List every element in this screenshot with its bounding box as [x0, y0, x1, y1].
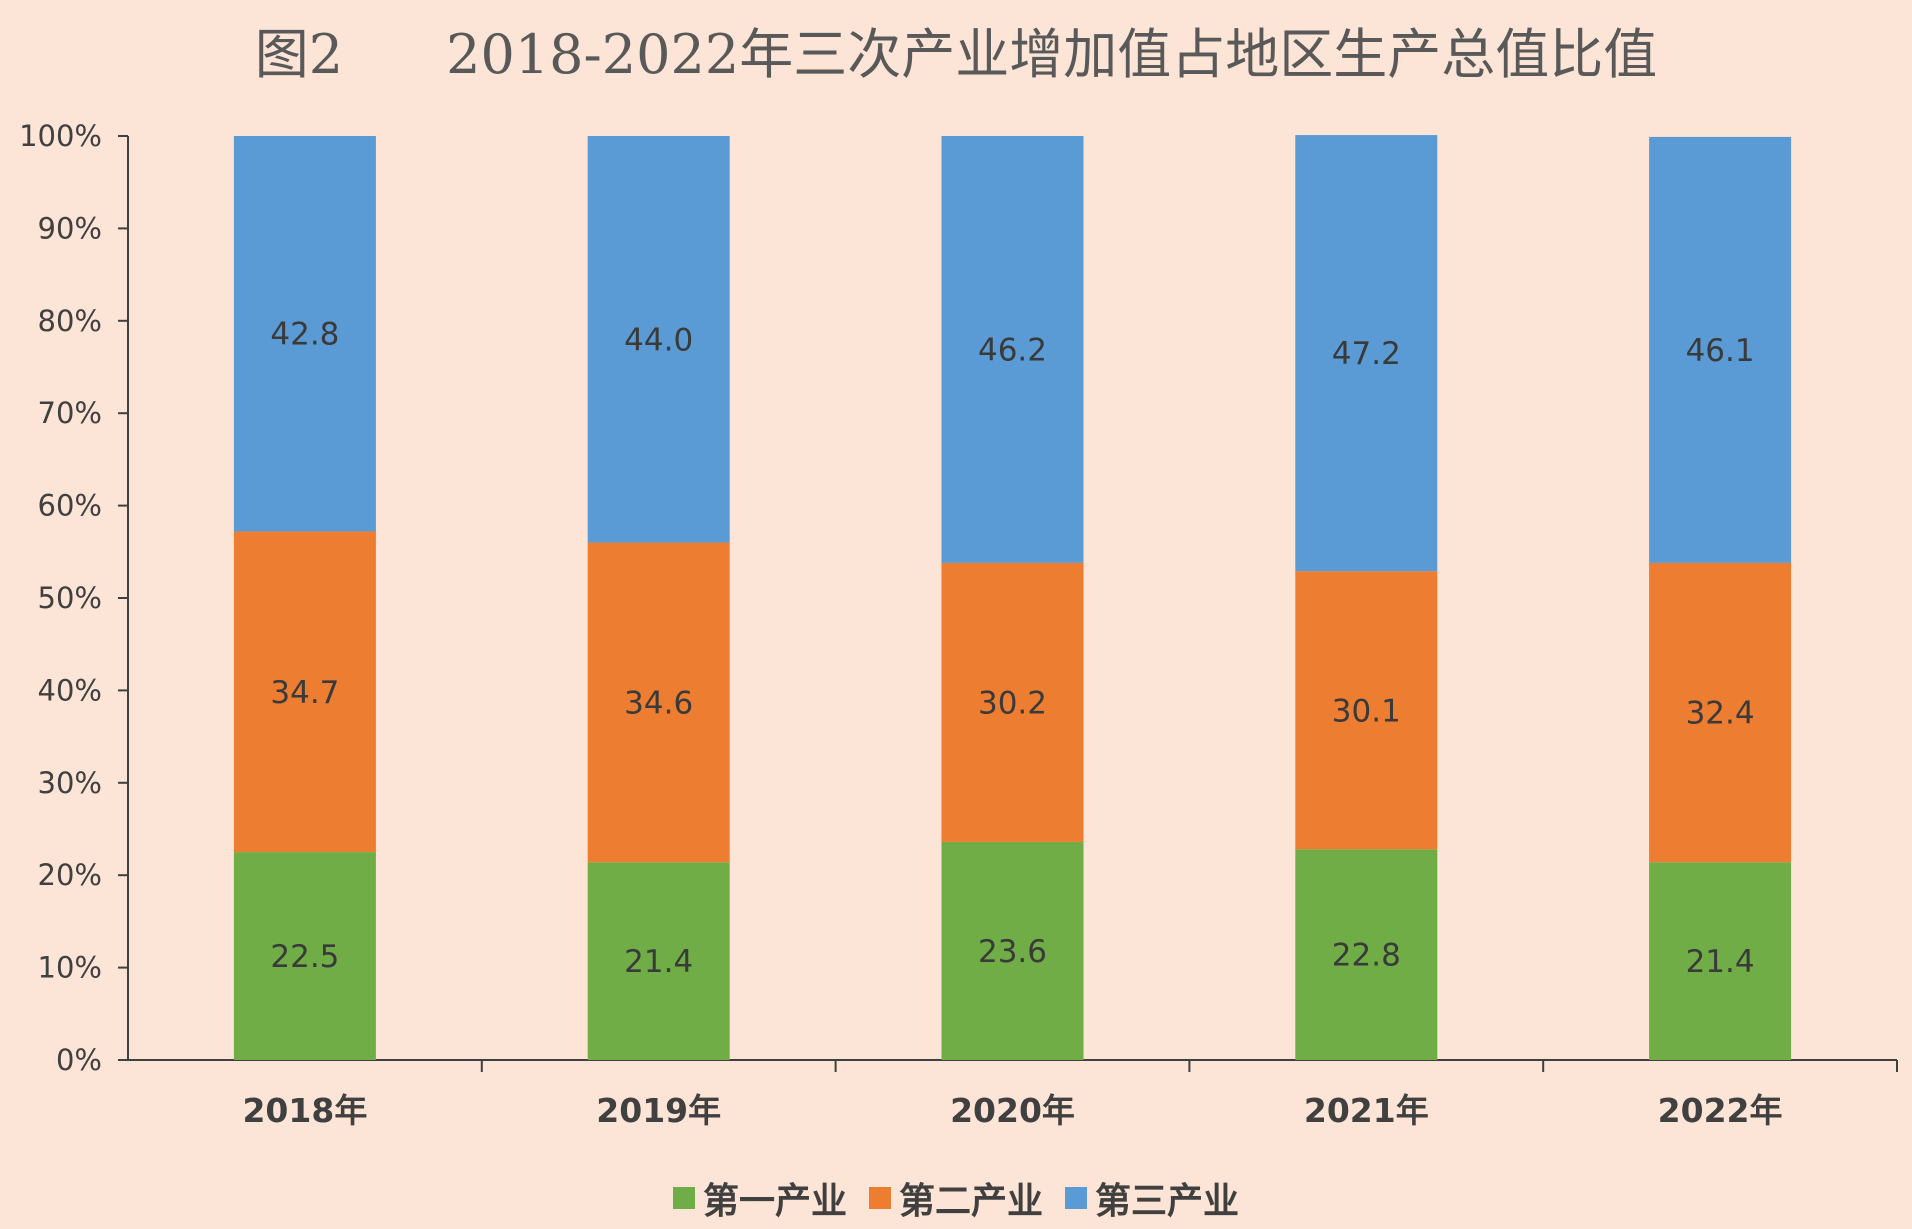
y-tick-label: 90% — [38, 211, 102, 245]
bar-segment — [1649, 562, 1792, 863]
y-tick-label: 40% — [38, 673, 102, 707]
bar-segment — [587, 542, 730, 863]
y-tick-label: 80% — [38, 304, 102, 338]
y-tick-label: 10% — [38, 951, 102, 985]
legend-item-tertiary: 第三产业 — [1065, 1172, 1239, 1224]
chart-legend: 第一产业 第二产业 第三产业 — [0, 1172, 1912, 1224]
y-tick-label: 30% — [38, 766, 102, 800]
data-label: 46.1 — [1686, 333, 1755, 369]
bar-segment — [1295, 849, 1438, 1060]
bar-segment — [233, 136, 376, 532]
bar-segment — [1649, 136, 1792, 563]
data-label: 30.2 — [978, 685, 1047, 721]
y-tick-label: 20% — [38, 858, 102, 892]
data-label: 21.4 — [1686, 944, 1755, 980]
bar-segment — [941, 841, 1084, 1060]
data-label: 34.7 — [270, 675, 339, 711]
legend-swatch-primary — [672, 1187, 695, 1209]
bar-segment — [941, 562, 1084, 842]
bar-segment — [587, 862, 730, 1060]
bar-segment — [1649, 862, 1792, 1060]
legend-label-primary: 第一产业 — [702, 1181, 847, 1222]
data-label: 44.0 — [624, 322, 693, 358]
data-label: 46.2 — [978, 332, 1047, 368]
bar-segment — [1295, 571, 1438, 850]
bar-segment — [233, 531, 376, 853]
y-tick-label: 70% — [38, 396, 102, 430]
x-tick-label: 2021年 — [1304, 1091, 1429, 1130]
legend-item-secondary: 第二产业 — [868, 1172, 1043, 1224]
legend-swatch-secondary — [868, 1187, 891, 1209]
data-label: 34.6 — [624, 685, 693, 721]
y-tick-label: 60% — [38, 489, 102, 523]
x-tick-label: 2018年 — [242, 1091, 367, 1130]
data-label: 22.5 — [270, 939, 339, 975]
data-label: 21.4 — [624, 944, 693, 980]
data-label: 23.6 — [978, 934, 1047, 970]
data-label: 47.2 — [1332, 336, 1401, 372]
y-tick-label: 50% — [38, 581, 102, 615]
y-tick-label: 0% — [56, 1043, 102, 1077]
bar-segment — [1295, 135, 1438, 572]
bar-segment — [941, 136, 1084, 563]
data-label: 30.1 — [1332, 693, 1401, 729]
x-tick-label: 2022年 — [1658, 1091, 1783, 1130]
x-tick-label: 2019年 — [596, 1091, 721, 1130]
x-tick-label: 2020年 — [950, 1091, 1075, 1130]
chart-title: 图2 2018-2022年三次产业增加值占地区生产总值比值 — [254, 23, 1658, 86]
legend-label-secondary: 第二产业 — [898, 1181, 1043, 1222]
bar-segment — [587, 136, 730, 543]
y-tick-label: 100% — [19, 119, 102, 153]
bar-segment — [233, 852, 376, 1060]
legend-label-tertiary: 第三产业 — [1095, 1181, 1240, 1222]
data-label: 22.8 — [1332, 938, 1401, 974]
legend-item-primary: 第一产业 — [672, 1172, 847, 1224]
legend-swatch-tertiary — [1065, 1187, 1087, 1209]
data-label: 42.8 — [270, 317, 339, 353]
data-label: 32.4 — [1686, 696, 1755, 732]
